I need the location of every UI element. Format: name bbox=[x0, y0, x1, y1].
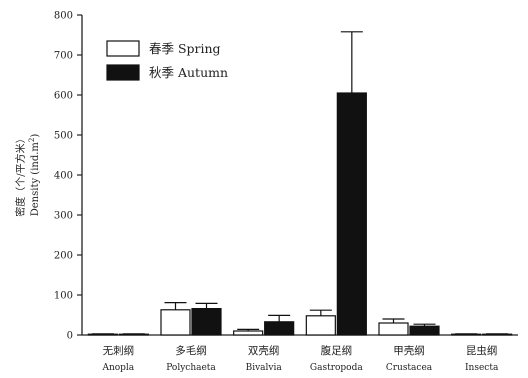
x-category-label-en: Bivalvia bbox=[246, 363, 283, 373]
bar-spring bbox=[233, 330, 264, 336]
bar-spring bbox=[160, 309, 191, 336]
y-tick-label: 700 bbox=[54, 51, 73, 62]
x-category-label-cn: 甲壳纲 bbox=[393, 344, 425, 357]
bars bbox=[87, 92, 513, 336]
bar-spring bbox=[305, 315, 336, 336]
axes: 0 100 200 300 400 500 600 700 800 无刺纲 Anopla 多毛纲 Pol… bbox=[54, 11, 518, 373]
bar-autumn bbox=[264, 321, 295, 336]
y-tick-label: 800 bbox=[54, 11, 73, 22]
bar-autumn bbox=[336, 92, 367, 336]
y-tick-label: 500 bbox=[54, 131, 73, 142]
error-bars bbox=[91, 31, 509, 335]
y-axis-label-group: 密度（个/平方米） Density (ind.m2) bbox=[14, 133, 41, 216]
legend-label-spring: 春季 Spring bbox=[149, 41, 221, 56]
y-tick-label: 400 bbox=[54, 171, 73, 182]
x-category-label-cn: 无刺纲 bbox=[103, 344, 135, 357]
bar-spring bbox=[378, 322, 409, 336]
x-category-label-en: Gastropoda bbox=[310, 363, 363, 373]
legend-swatch-autumn bbox=[106, 64, 140, 81]
x-category-label-en: Polychaeta bbox=[166, 363, 216, 373]
x-category-label-en: Anopla bbox=[101, 363, 134, 373]
x-category-label-cn: 双壳纲 bbox=[248, 344, 280, 357]
x-category-label-cn: 昆虫纲 bbox=[466, 344, 498, 357]
bar-autumn bbox=[191, 308, 222, 336]
legend-swatch-spring bbox=[106, 40, 140, 57]
y-axis-label-en: Density (ind.m2) bbox=[28, 134, 41, 217]
y-axis-label-cn: 密度（个/平方米） bbox=[14, 133, 27, 216]
y-tick-label: 600 bbox=[54, 91, 73, 102]
x-category-label-cn: 腹足纲 bbox=[321, 344, 353, 357]
y-tick-label: 300 bbox=[54, 211, 73, 222]
bar-autumn bbox=[409, 325, 440, 336]
y-axis-label: 密度（个/平方米） Density (ind.m2) bbox=[14, 133, 41, 216]
x-category-label-en: Crustacea bbox=[386, 363, 433, 373]
legend: 春季 Spring 秋季 Autumn bbox=[106, 40, 228, 81]
y-tick-label: 0 bbox=[67, 331, 73, 342]
legend-label-autumn: 秋季 Autumn bbox=[149, 65, 228, 80]
y-tick-label: 100 bbox=[54, 291, 73, 302]
y-tick-label: 200 bbox=[54, 251, 73, 262]
x-category-label-cn: 多毛纲 bbox=[175, 344, 207, 357]
x-category-label-en: Insecta bbox=[465, 363, 499, 373]
